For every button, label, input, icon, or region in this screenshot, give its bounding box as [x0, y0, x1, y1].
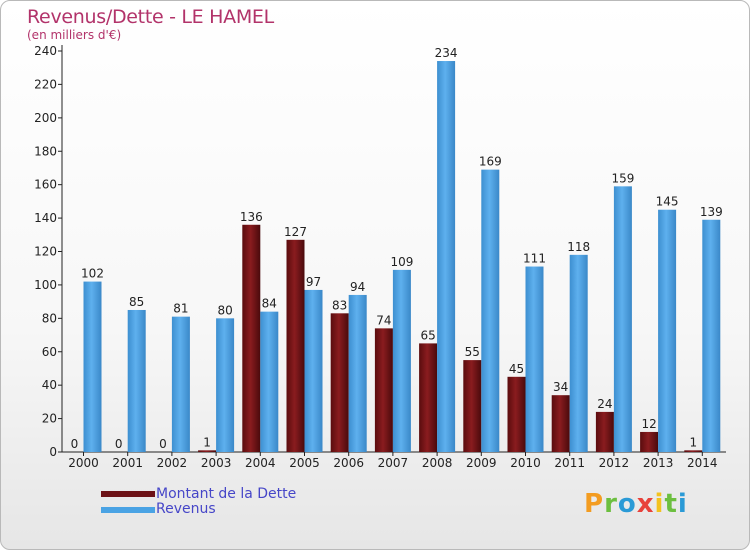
data-label-debt-2013: 12	[641, 417, 656, 431]
bar-revenue-2007	[392, 269, 411, 452]
x-tick-label: 2005	[289, 456, 320, 470]
data-label-debt-2000: 0	[71, 437, 79, 451]
bar-debt-2013	[640, 431, 659, 452]
y-tick-label: 180	[34, 144, 57, 158]
y-tick-label: 100	[34, 278, 57, 292]
data-label-revenue-2005: 97	[306, 275, 321, 289]
x-tick-label: 2001	[112, 456, 143, 470]
data-label-debt-2006: 83	[332, 298, 347, 312]
bar-revenue-2009	[481, 169, 500, 453]
legend-label-revenue: Revenus	[156, 501, 216, 517]
legend-swatch-debt	[101, 491, 155, 497]
chart-subtitle: (en milliers d'€)	[27, 28, 122, 42]
x-tick-label: 2002	[157, 456, 188, 470]
bar-revenue-2011	[569, 254, 588, 452]
bar-debt-2008	[419, 343, 438, 452]
bar-revenue-2002	[171, 316, 190, 452]
bar-debt-2014	[684, 450, 703, 452]
data-label-revenue-2013: 145	[656, 195, 679, 209]
data-label-revenue-2012: 159	[611, 171, 634, 185]
bar-revenue-2003	[216, 318, 235, 452]
y-tick-label: 40	[42, 378, 57, 392]
data-label-debt-2011: 34	[553, 380, 568, 394]
bar-debt-2005	[286, 239, 305, 452]
data-label-debt-2001: 0	[115, 437, 123, 451]
y-tick-label: 20	[42, 412, 57, 426]
x-tick-label: 2000	[68, 456, 99, 470]
bar-revenue-2004	[260, 311, 279, 452]
bar-revenue-2013	[658, 209, 677, 452]
data-label-revenue-2004: 84	[262, 297, 277, 311]
x-tick-label: 2012	[599, 456, 630, 470]
data-label-debt-2012: 24	[597, 397, 612, 411]
data-label-debt-2004: 136	[240, 210, 263, 224]
data-label-revenue-2010: 111	[523, 252, 546, 266]
y-tick-label: 220	[34, 77, 57, 91]
bar-debt-2012	[595, 411, 614, 452]
legend-swatch-revenue	[101, 507, 155, 513]
bar-revenue-2005	[304, 289, 323, 452]
data-label-revenue-2011: 118	[567, 240, 590, 254]
data-label-revenue-2007: 109	[390, 255, 413, 269]
bar-debt-2009	[463, 360, 482, 452]
data-label-revenue-2006: 94	[350, 280, 365, 294]
y-tick-label: 160	[34, 178, 57, 192]
y-tick-label: 200	[34, 111, 57, 125]
chart-title: Revenus/Dette - LE HAMEL	[27, 6, 274, 28]
data-label-revenue-2003: 80	[217, 303, 232, 317]
y-tick-label: 120	[34, 245, 57, 259]
bar-revenue-2008	[437, 61, 456, 453]
bar-revenue-2006	[348, 294, 367, 452]
data-label-revenue-2009: 169	[479, 155, 502, 169]
data-label-debt-2005: 127	[284, 225, 307, 239]
bar-revenue-2010	[525, 266, 544, 452]
x-tick-label: 2008	[422, 456, 453, 470]
bar-revenue-2001	[127, 309, 146, 452]
data-label-revenue-2014: 139	[700, 205, 723, 219]
bar-debt-2011	[551, 395, 570, 452]
proxiti-logo: Proxiti	[584, 489, 688, 519]
bar-debt-2004	[242, 224, 261, 452]
y-tick-label: 80	[42, 311, 57, 325]
data-label-revenue-2008: 234	[435, 46, 458, 60]
data-label-revenue-2001: 85	[129, 295, 144, 309]
x-tick-label: 2003	[201, 456, 232, 470]
x-tick-label: 2009	[466, 456, 497, 470]
data-label-revenue-2000: 102	[81, 267, 104, 281]
y-tick-label: 240	[34, 44, 57, 58]
bar-debt-2003	[198, 450, 217, 452]
data-label-debt-2008: 65	[420, 328, 435, 342]
data-label-debt-2010: 45	[509, 362, 524, 376]
x-tick-label: 2007	[378, 456, 409, 470]
y-tick-label: 0	[49, 445, 57, 459]
data-label-debt-2003: 1	[203, 435, 211, 449]
bar-debt-2010	[507, 376, 526, 452]
x-tick-label: 2014	[687, 456, 718, 470]
data-label-debt-2007: 74	[376, 313, 391, 327]
y-tick-label: 140	[34, 211, 57, 225]
data-label-debt-2014: 1	[689, 435, 697, 449]
bar-revenue-2000	[83, 281, 102, 452]
bar-debt-2007	[374, 328, 393, 452]
bar-revenue-2014	[702, 219, 721, 452]
x-tick-label: 2013	[643, 456, 674, 470]
legend-label-debt: Montant de la Dette	[156, 486, 297, 502]
data-label-revenue-2002: 81	[173, 302, 188, 316]
data-label-debt-2002: 0	[159, 437, 167, 451]
data-label-debt-2009: 55	[465, 345, 480, 359]
x-tick-label: 2010	[510, 456, 541, 470]
bar-debt-2006	[330, 313, 349, 452]
x-tick-label: 2004	[245, 456, 276, 470]
x-tick-label: 2011	[554, 456, 585, 470]
y-tick-label: 60	[42, 345, 57, 359]
bar-revenue-2012	[613, 186, 632, 452]
x-tick-label: 2006	[333, 456, 364, 470]
